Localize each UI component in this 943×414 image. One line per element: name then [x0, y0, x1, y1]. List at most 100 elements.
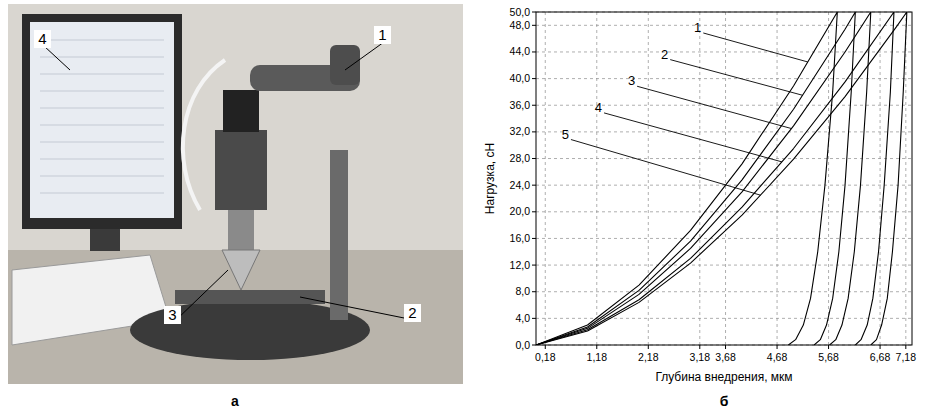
curve-label: 3 [628, 73, 635, 88]
tick-mark [905, 345, 906, 349]
tick-label: 4,68 [767, 351, 788, 363]
panel-caption: а [231, 393, 239, 409]
screen-line [40, 142, 164, 143]
monitor-frame [22, 14, 182, 229]
tick-mark [596, 345, 597, 349]
curve-label: 4 [595, 100, 602, 115]
series-group [536, 12, 907, 345]
photo-label-bg [374, 26, 391, 44]
tick-label: 24,0 [510, 179, 531, 191]
tick-label: 32,0 [510, 125, 531, 137]
tick-mark [777, 345, 778, 349]
photo-leader [174, 270, 228, 322]
grid-line [905, 12, 906, 345]
chart-panel: 0,04,08,012,016,020,024,028,032,036,040,… [483, 6, 916, 385]
grid-line [536, 265, 912, 266]
grid-line [545, 12, 546, 345]
grid-line [699, 12, 700, 345]
tick-mark [532, 105, 536, 106]
monitor-screen [30, 22, 174, 218]
photo-label: 3 [168, 306, 176, 323]
grid-line [536, 291, 912, 292]
grid-line [536, 318, 912, 319]
photo-leader [300, 297, 414, 320]
plot-frame [536, 12, 912, 345]
series-line [536, 12, 837, 345]
tick-mark [648, 345, 649, 349]
screen-line [40, 193, 164, 194]
tick-label: 4,0 [515, 312, 530, 324]
tick-mark [532, 318, 536, 319]
series-line [536, 12, 871, 345]
screen-line [40, 159, 164, 160]
leader-line [670, 60, 802, 96]
curve-label: 2 [661, 47, 668, 62]
tick-label: 40,0 [510, 72, 531, 84]
grid-line [828, 12, 829, 345]
tick-mark [545, 345, 546, 349]
figure: 1234а0,04,08,012,016,020,024,028,032,036… [0, 0, 943, 414]
tick-label: 20,0 [510, 205, 531, 217]
photo-label: 2 [408, 304, 416, 321]
grid-line [725, 12, 726, 345]
grid-line [536, 25, 912, 26]
tick-mark [532, 238, 536, 239]
grid-line [536, 131, 912, 132]
axis-title: Глубина внедрения, мкм [655, 370, 792, 384]
plot-area [536, 12, 912, 345]
photo-leader [345, 42, 384, 70]
photo-label: 1 [378, 26, 386, 43]
tick-label: 44,0 [510, 45, 531, 57]
panel-caption: б [720, 393, 729, 409]
tick-mark [532, 12, 536, 13]
tick-mark [699, 345, 700, 349]
grid-line [596, 12, 597, 345]
tick-label: 1,18 [587, 351, 608, 363]
tick-label: 0,18 [535, 351, 556, 363]
screen-line [40, 125, 164, 126]
device-column [330, 150, 348, 320]
series-line [536, 12, 855, 345]
tick-label: 28,0 [510, 152, 531, 164]
grid-line [880, 12, 881, 345]
photo-panel: 1 2 3 4 [8, 4, 463, 384]
tick-mark [532, 291, 536, 292]
photo-label: 4 [38, 30, 46, 47]
screen-line [40, 74, 164, 75]
curve-label: 5 [562, 127, 569, 142]
tick-mark [532, 51, 536, 52]
photo-background [8, 4, 463, 384]
leader-line [637, 86, 791, 128]
tick-label: 5,68 [818, 351, 839, 363]
tick-mark [532, 25, 536, 26]
tick-label: 36,0 [510, 99, 531, 111]
grid-line [536, 78, 912, 79]
tick-label: 7,18 [896, 351, 917, 363]
curve-labels: 1 2 3 4 5 [562, 20, 808, 195]
photo-leader [44, 46, 70, 70]
tick-mark [532, 265, 536, 266]
tick-label: 12,0 [510, 259, 531, 271]
tick-label: 48,0 [510, 19, 531, 31]
photo-label-bg [34, 30, 51, 48]
tick-mark [532, 185, 536, 186]
leader-line [703, 33, 807, 62]
tick-mark [725, 345, 726, 349]
curve-label: 1 [694, 20, 701, 35]
tick-mark [828, 345, 829, 349]
grid [536, 12, 912, 345]
tick-mark [532, 131, 536, 132]
grid-line [536, 105, 912, 106]
device-head [215, 130, 267, 210]
tick-label: 3,18 [690, 351, 711, 363]
leader-line [604, 113, 782, 162]
tick-label: 6,68 [870, 351, 891, 363]
grid-line [536, 51, 912, 52]
grid-line [536, 158, 912, 159]
tick-mark [532, 345, 536, 346]
cable [183, 60, 225, 210]
screen-line [40, 176, 164, 177]
series-line [536, 12, 907, 345]
table-surface [8, 250, 463, 384]
leader-line [571, 140, 760, 196]
